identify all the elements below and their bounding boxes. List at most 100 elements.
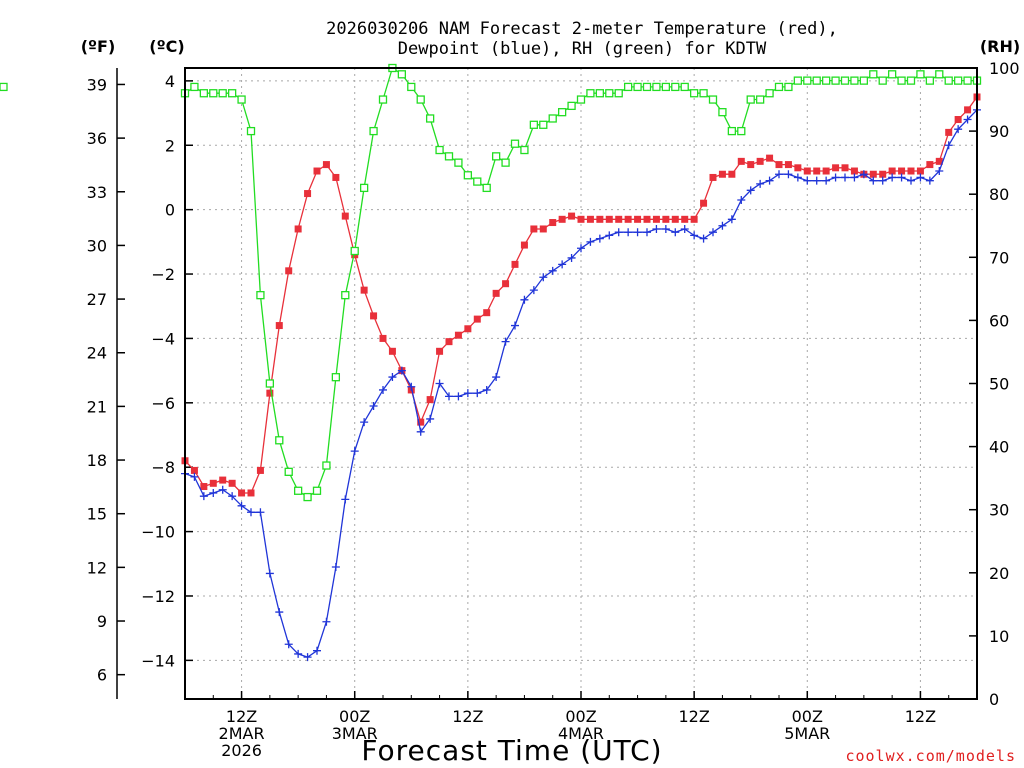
dewpoint-point — [841, 173, 849, 182]
fahrenheit-tick-label: 33 — [87, 183, 107, 202]
temperature-point — [700, 199, 708, 207]
rh-point — [784, 82, 793, 92]
rh-point — [454, 158, 463, 167]
dewpoint-point — [388, 373, 397, 382]
rh-point — [0, 82, 8, 92]
rh-point — [614, 89, 623, 98]
temperature-line — [184, 96, 978, 494]
dewpoint-point — [624, 228, 633, 237]
celsius-tick-label: −10 — [141, 523, 175, 542]
fahrenheit-tick-label: 24 — [87, 344, 107, 363]
dewpoint-point — [812, 176, 821, 185]
rh-point — [897, 76, 906, 85]
temperature-point — [454, 331, 462, 339]
celsius-tick-label: −14 — [141, 651, 175, 670]
temperature-point — [671, 215, 679, 223]
temperature-point — [879, 170, 887, 178]
dewpoint-point — [360, 418, 369, 427]
dewpoint-point — [897, 173, 906, 182]
temperature-point — [445, 338, 453, 346]
dewpoint-point — [850, 173, 859, 182]
rh-tick-label: 70 — [989, 248, 1009, 267]
dewpoint-point — [680, 224, 689, 233]
rh-point — [671, 82, 680, 92]
rh-point — [237, 95, 246, 104]
dewpoint-point — [331, 563, 340, 572]
temperature-point — [888, 167, 896, 175]
temperature-point — [256, 466, 264, 474]
temperature-point — [360, 286, 368, 294]
temperature-point — [502, 280, 510, 288]
dewpoint-point — [709, 228, 717, 237]
x-tick-label: 2026 — [221, 741, 262, 760]
temperature-point — [426, 396, 434, 404]
temperature-point — [568, 212, 576, 220]
celsius-tick-label: −2 — [151, 265, 175, 284]
rh-point — [312, 486, 322, 495]
rh-tick-label: 60 — [989, 311, 1009, 330]
temperature-point — [370, 312, 378, 320]
dewpoint-point — [199, 492, 208, 501]
dewpoint-point — [661, 224, 670, 233]
fahrenheit-tick-label: 15 — [87, 505, 107, 524]
dewpoint-point — [397, 366, 406, 375]
rh-point — [548, 114, 557, 123]
temperature-point — [935, 157, 943, 165]
rh-point — [869, 70, 878, 79]
temperature-point — [577, 215, 585, 223]
rh-point — [397, 70, 407, 79]
rh-tick-label: 100 — [989, 59, 1020, 78]
temperature-point — [247, 489, 255, 497]
fahrenheit-tick-label: 36 — [87, 129, 107, 148]
temperature-point — [332, 173, 340, 181]
rh-point — [369, 126, 378, 136]
rh-point — [878, 76, 887, 85]
temperature-point — [266, 389, 274, 397]
x-tick-label: 3MAR — [332, 724, 378, 743]
temperature-point — [464, 325, 472, 333]
rh-point — [718, 108, 727, 117]
temperature-point — [388, 347, 396, 355]
temperature-point — [417, 418, 425, 426]
temperature-point — [379, 334, 387, 342]
temperature-point — [841, 164, 849, 172]
temperature-point — [304, 190, 312, 198]
dewpoint-point — [313, 646, 321, 655]
rh-point — [925, 76, 935, 85]
temperature-point — [313, 167, 321, 175]
dewpoint-point — [529, 286, 538, 295]
dewpoint-point — [454, 392, 463, 401]
rh-point — [407, 82, 416, 92]
rh-point — [746, 95, 755, 104]
dewpoint-point — [935, 167, 944, 176]
dewpoint-point — [643, 228, 651, 237]
temperature-point — [209, 479, 217, 487]
temperature-point — [756, 157, 764, 165]
fahrenheit-tick-label: 39 — [87, 75, 107, 94]
fahrenheit-tick-label: 21 — [87, 397, 107, 416]
temperature-point — [190, 466, 198, 474]
temperature-point — [652, 215, 660, 223]
dewpoint-point — [303, 653, 312, 662]
rh-tick-label: 20 — [989, 564, 1009, 583]
fahrenheit-tick-label: 18 — [87, 451, 107, 470]
temperature-point — [728, 170, 736, 178]
rh-point — [218, 89, 227, 98]
dewpoint-point — [869, 176, 878, 185]
temperature-point — [219, 476, 227, 484]
rh-point — [501, 158, 510, 167]
dewpoint-point — [520, 295, 529, 304]
dewpoint-point — [756, 179, 765, 188]
rh-point — [567, 101, 576, 111]
dewpoint-point — [341, 495, 350, 504]
temperature-point — [615, 215, 623, 223]
dewpoint-point — [916, 173, 925, 182]
dewpoint-point — [784, 170, 793, 179]
chart-title: 2026030206 NAM Forecast 2-meter Temperat… — [326, 19, 838, 59]
dewpoint-point — [237, 501, 246, 510]
temperature-point — [822, 167, 830, 175]
dewpoint-point — [190, 472, 199, 481]
temperature-point — [945, 128, 953, 136]
dewpoint-point — [718, 221, 727, 230]
temperature-point — [520, 241, 528, 249]
